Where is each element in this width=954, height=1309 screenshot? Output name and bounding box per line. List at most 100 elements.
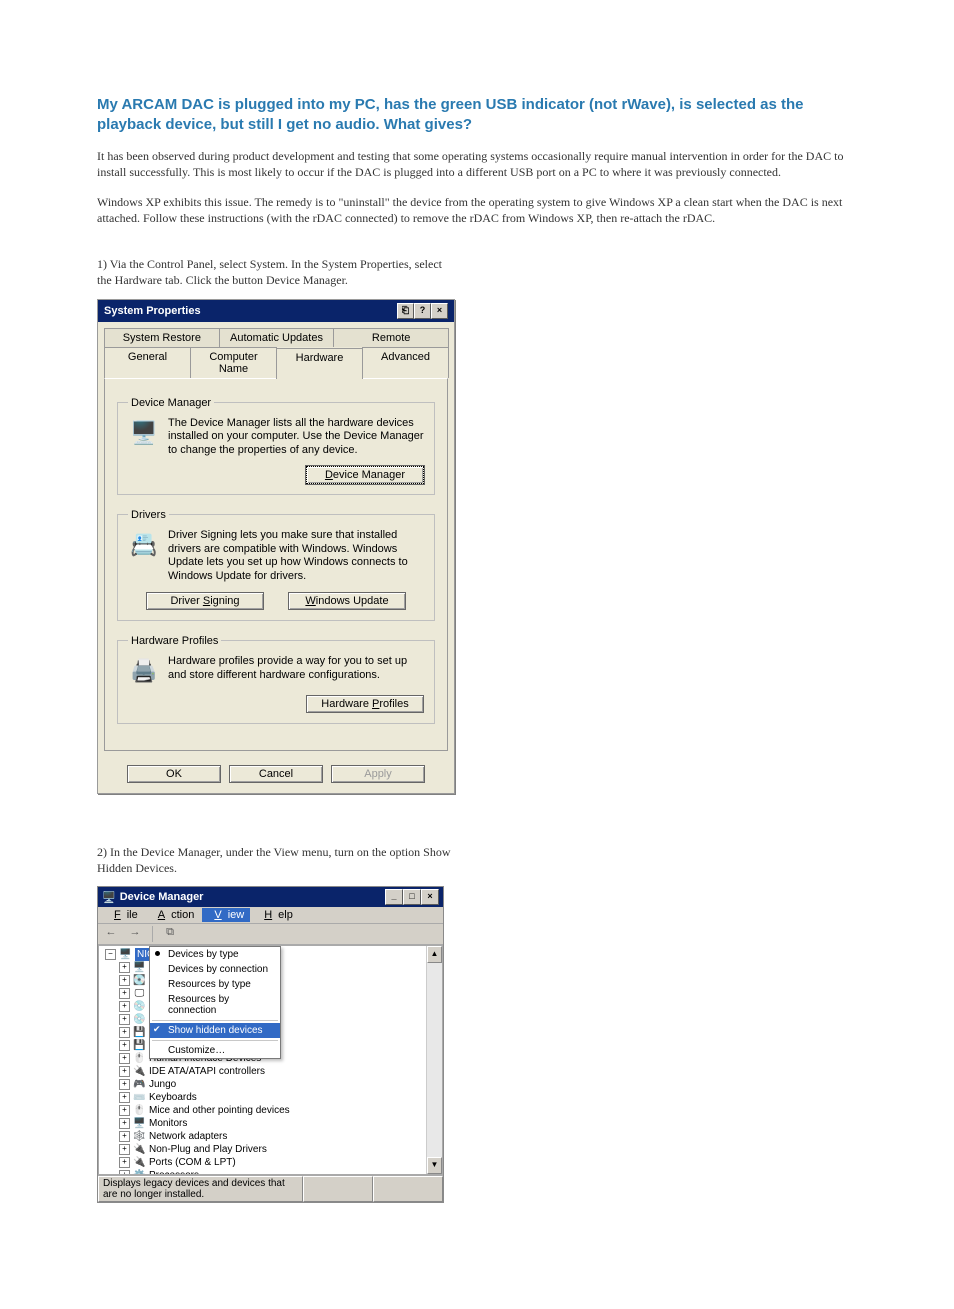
scroll-down-icon[interactable]: ▼ [427,1157,442,1174]
devmgr-title-icon: 🖥️ [102,891,116,904]
expand-icon[interactable]: + [119,1001,130,1012]
close-icon[interactable]: × [421,889,439,905]
device-category-icon: 🖱️ [133,1053,146,1065]
sysprops-title-text: System Properties [104,305,201,317]
view-resources-by-connection[interactable]: Resources by connection [150,992,280,1018]
device-category-icon: 🔌 [133,1066,146,1078]
menu-action[interactable]: Action [146,908,201,922]
device-manager-legend: Device Manager [128,397,214,409]
device-category-icon: 🖱️ [133,1105,146,1117]
windows-update-button[interactable]: Windows Update [288,592,406,610]
tab-general[interactable]: General [104,347,191,378]
expand-icon[interactable]: + [119,1105,130,1116]
device-category-label: Network adapters [149,1130,227,1143]
drivers-desc: Driver Signing lets you make sure that i… [168,529,424,584]
drivers-group: Drivers 📇 Driver Signing lets you make s… [117,509,435,621]
devmgr-titlebar: 🖥️ Device Manager _ □ × [98,887,443,907]
ok-button[interactable]: OK [127,765,221,783]
view-resources-by-type[interactable]: Resources by type [150,977,280,992]
tab-system-restore[interactable]: System Restore [104,328,220,347]
vertical-scrollbar[interactable]: ▲ ▼ [426,946,442,1174]
device-category-label: Mice and other pointing devices [149,1104,290,1117]
expand-icon[interactable]: + [119,1170,130,1175]
tab-automatic-updates[interactable]: Automatic Updates [219,328,335,347]
device-manager-button[interactable]: Device Manager [306,466,424,484]
hw-profiles-icon: 🖨️ [128,655,160,687]
drivers-icon: 📇 [128,529,160,561]
statusbar-cell-2 [303,1176,373,1202]
view-dropdown-menu: Devices by type Devices by connection Re… [149,946,281,1059]
driver-signing-button[interactable]: Driver Signing [146,592,264,610]
device-category-icon: 💾 [133,1027,146,1039]
tab-hardware[interactable]: Hardware [276,348,363,379]
expand-icon[interactable]: + [119,988,130,999]
intro-para-2: Windows XP exhibits this issue. The reme… [97,194,857,226]
tree-item[interactable]: +🖱️Mice and other pointing devices [105,1104,440,1117]
titlebar-help-icon[interactable]: ? [414,303,431,319]
device-category-icon: 💿 [133,1001,146,1013]
tree-item[interactable]: +🕸️Network adapters [105,1130,440,1143]
view-devices-by-type[interactable]: Devices by type [150,947,280,962]
tree-item[interactable]: +⚙️Processors [105,1169,440,1175]
scroll-up-icon[interactable]: ▲ [427,946,442,963]
titlebar-restore-icon[interactable]: ⎗ [397,303,414,319]
expand-icon[interactable]: + [119,1118,130,1129]
system-properties-dialog: System Properties ⎗ ? × System Restore A… [97,299,455,794]
device-manager-group: Device Manager 🖥️ The Device Manager lis… [117,397,435,495]
tree-item[interactable]: +🔌Ports (COM & LPT) [105,1156,440,1169]
menu-view[interactable]: View [202,908,250,922]
expand-icon[interactable]: + [119,1157,130,1168]
titlebar-close-icon[interactable]: × [431,303,448,319]
tree-item[interactable]: +🎮Jungo [105,1078,440,1091]
tree-item[interactable]: +🔌IDE ATA/ATAPI controllers [105,1065,440,1078]
hw-profiles-legend: Hardware Profiles [128,635,221,647]
toolbar-up-icon[interactable]: ⧉ [161,926,179,942]
devmgr-title-text: Device Manager [120,891,204,903]
tree-item[interactable]: +🖥️Monitors [105,1117,440,1130]
tab-computer-name[interactable]: Computer Name [190,347,277,378]
devmgr-menubar: File Action View Help [98,907,443,924]
expand-icon[interactable]: + [119,1144,130,1155]
expand-icon[interactable]: + [119,1014,130,1025]
device-category-icon: ⚙️ [133,1170,146,1176]
expand-icon[interactable]: + [119,1131,130,1142]
sysprops-body: Device Manager 🖥️ The Device Manager lis… [104,378,448,751]
tab-remote[interactable]: Remote [333,328,449,347]
cancel-button[interactable]: Cancel [229,765,323,783]
tree-item[interactable]: +🔌Non-Plug and Play Drivers [105,1143,440,1156]
expand-icon[interactable]: + [119,1092,130,1103]
device-category-label: Monitors [149,1117,187,1130]
minimize-icon[interactable]: _ [385,889,403,905]
apply-button[interactable]: Apply [331,765,425,783]
device-category-label: Jungo [149,1078,176,1091]
expand-icon[interactable]: + [119,962,130,973]
device-category-icon: 🕸️ [133,1131,146,1143]
expand-icon[interactable]: + [119,1066,130,1077]
check-icon: ✔ [153,1024,161,1035]
view-devices-by-connection[interactable]: Devices by connection [150,962,280,977]
hw-profiles-desc: Hardware profiles provide a way for you … [168,655,424,687]
toolbar-back-icon[interactable]: ← [102,926,120,942]
maximize-icon[interactable]: □ [403,889,421,905]
toolbar-forward-icon[interactable]: → [126,926,144,942]
device-category-icon: 💿 [133,1014,146,1026]
tree-item[interactable]: +⌨️Keyboards [105,1091,440,1104]
view-show-hidden-devices[interactable]: ✔ Show hidden devices [150,1023,280,1038]
expand-icon[interactable]: + [119,1053,130,1064]
menu-separator [152,1020,278,1021]
hardware-profiles-button[interactable]: Hardware Profiles [306,695,424,713]
computer-icon: 🖥️ [119,949,132,961]
view-customize[interactable]: Customize… [150,1043,280,1058]
collapse-icon[interactable]: − [105,949,116,960]
menu-help[interactable]: Help [252,908,299,922]
device-category-icon: 🔌 [133,1157,146,1169]
expand-icon[interactable]: + [119,975,130,986]
tab-advanced[interactable]: Advanced [362,347,449,378]
device-manager-window: 🖥️ Device Manager _ □ × File Action View… [97,886,444,1203]
expand-icon[interactable]: + [119,1040,130,1051]
step-2-text: 2) In the Device Manager, under the View… [97,844,457,876]
bullet-icon [155,951,160,956]
expand-icon[interactable]: + [119,1079,130,1090]
expand-icon[interactable]: + [119,1027,130,1038]
menu-file[interactable]: File [102,908,144,922]
